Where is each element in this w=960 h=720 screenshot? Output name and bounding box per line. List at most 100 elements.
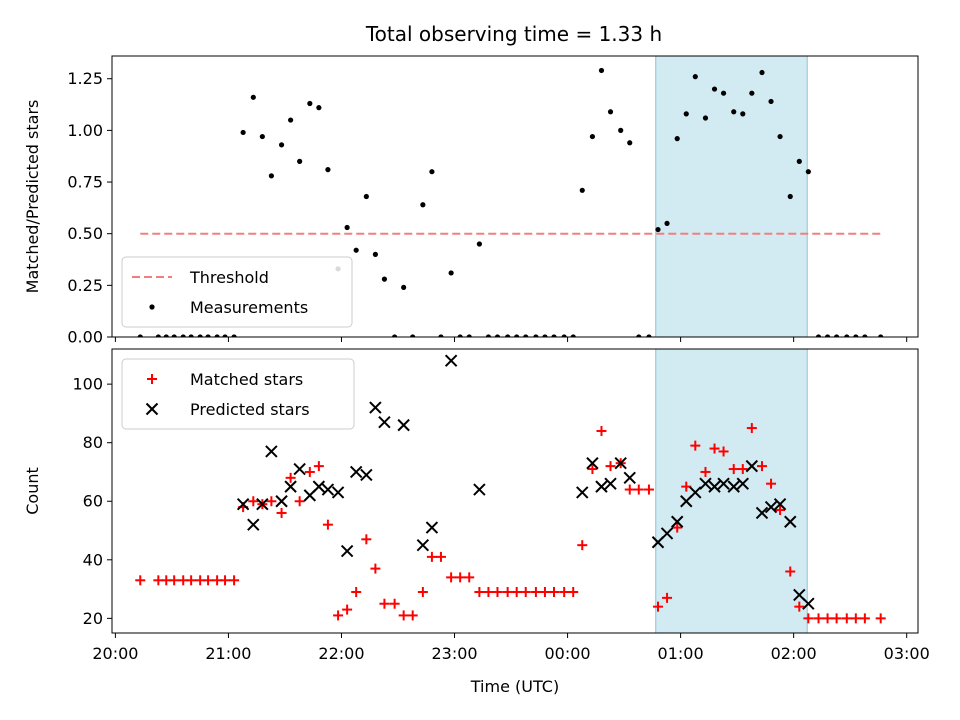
top-series-measurements-point bbox=[344, 224, 350, 231]
top-series-measurements-point bbox=[878, 334, 884, 337]
bottom-series-predicted-stars-point bbox=[689, 486, 702, 499]
top-series-measurements-point bbox=[163, 334, 169, 337]
bottom-legend-key-predicted-stars bbox=[145, 402, 159, 416]
bottom-series-predicted-stars-point bbox=[699, 477, 712, 490]
bottom-series-matched-stars-point bbox=[361, 534, 372, 545]
bottom-series-predicted-stars-point bbox=[397, 418, 410, 432]
top-series-measurements-point bbox=[692, 74, 698, 80]
bottom-series-matched-stars-point bbox=[875, 613, 886, 624]
bottom-series-matched-stars-point bbox=[474, 587, 485, 598]
bottom-series-matched-stars-point bbox=[502, 587, 513, 598]
top-series-measurements-point bbox=[768, 98, 774, 105]
bottom-series-predicted-stars-point bbox=[576, 486, 589, 499]
bottom-series-matched-stars-point bbox=[322, 519, 333, 530]
bottom-series-matched-stars-point bbox=[135, 575, 146, 586]
bottom-y-tick-label: 80 bbox=[83, 433, 103, 452]
bottom-series-predicted-stars-point bbox=[802, 597, 815, 610]
bottom-series-predicted-stars-point bbox=[595, 480, 608, 493]
top-series-measurements-point bbox=[787, 193, 793, 200]
top-series-measurements-point bbox=[353, 247, 359, 253]
bottom-series-matched-stars-point bbox=[294, 496, 305, 507]
bottom-series-predicted-stars-point bbox=[745, 459, 759, 473]
top-series-measurements-point bbox=[824, 334, 831, 337]
top-series-measurements-point bbox=[664, 220, 670, 226]
bottom-panel: 20 40 60 80 100 20:00 21:00 22:00 23:00 00:00 01:0… bbox=[23, 348, 930, 696]
top-series-measurements-point bbox=[759, 69, 765, 76]
bottom-series-matched-stars-point bbox=[455, 572, 466, 583]
bottom-legend-label: Matched stars bbox=[190, 370, 303, 389]
top-series-measurements-point bbox=[589, 133, 596, 140]
bottom-series-predicted-stars-point bbox=[236, 497, 250, 511]
top-panel: 0.00 0.25 0.50 0.75 1.00 1.25 Matched/Predicte… bbox=[23, 55, 919, 347]
bottom-series-matched-stars-point bbox=[285, 472, 296, 483]
bottom-series-matched-stars-point bbox=[633, 484, 644, 495]
bottom-series-predicted-stars-point bbox=[360, 468, 373, 482]
bottom-series-predicted-stars-point bbox=[623, 471, 636, 485]
bottom-series-matched-stars-point bbox=[426, 551, 437, 562]
top-series-measurements-point bbox=[410, 334, 416, 337]
top-series-measurements-point bbox=[598, 67, 605, 74]
bottom-legend-key-matched-stars bbox=[147, 374, 157, 384]
bottom-series-predicted-stars-point bbox=[736, 477, 749, 490]
bottom-series-predicted-stars-point bbox=[349, 465, 363, 479]
top-series-measurements-point bbox=[363, 193, 369, 200]
x-tick-label: 23:00 bbox=[431, 644, 477, 663]
top-series-measurements-point bbox=[514, 334, 520, 337]
bottom-series-matched-stars-point bbox=[737, 464, 748, 475]
bottom-series-matched-stars-point bbox=[822, 613, 833, 624]
bottom-series-predicted-stars-point bbox=[708, 480, 721, 493]
bottom-series-matched-stars-point bbox=[643, 484, 654, 495]
top-series-measurements-point bbox=[420, 202, 426, 208]
top-series-measurements-point bbox=[401, 284, 407, 291]
top-series-measurements-point bbox=[457, 334, 463, 337]
top-y-tick-label: 0.75 bbox=[67, 173, 103, 192]
top-y-tick-label: 1.00 bbox=[67, 121, 103, 140]
top-series-measurements-point bbox=[259, 133, 265, 140]
bottom-series-predicted-stars-point bbox=[340, 544, 354, 558]
top-series-measurements-point bbox=[325, 167, 331, 173]
bottom-series-matched-stars-point bbox=[746, 423, 757, 434]
bottom-series-matched-stars-point bbox=[464, 572, 475, 583]
x-tick-label: 02:00 bbox=[771, 644, 817, 663]
bottom-series-matched-stars-point bbox=[672, 522, 683, 533]
top-series-measurements-point bbox=[749, 90, 755, 96]
bottom-series-predicted-stars-point bbox=[727, 480, 740, 493]
x-tick-label: 00:00 bbox=[545, 644, 591, 663]
bottom-series-matched-stars-point bbox=[351, 587, 362, 598]
bottom-series-matched-stars-point bbox=[577, 540, 588, 551]
top-series-measurements-point bbox=[494, 334, 501, 337]
bottom-y-tick-label: 20 bbox=[83, 609, 103, 628]
bottom-series-predicted-stars-point bbox=[473, 483, 486, 496]
top-series-measurements-point bbox=[731, 109, 737, 115]
bottom-series-matched-stars-point bbox=[511, 587, 522, 598]
bottom-legend-label: Predicted stars bbox=[190, 400, 310, 419]
bottom-series-predicted-stars-point bbox=[265, 445, 278, 458]
bottom-series-matched-stars-point bbox=[203, 575, 214, 586]
top-series-measurements-point bbox=[505, 334, 511, 337]
bottom-series-predicted-stars-point bbox=[256, 497, 269, 511]
top-series-measurements-point bbox=[702, 115, 709, 121]
bottom-series-matched-stars-point bbox=[709, 443, 720, 454]
bottom-series-matched-stars-point bbox=[407, 610, 418, 621]
bottom-series-matched-stars-point bbox=[389, 598, 400, 609]
bottom-series-matched-stars-point bbox=[859, 613, 870, 624]
x-tick-label: 03:00 bbox=[884, 644, 930, 663]
top-series-measurements-point bbox=[655, 226, 661, 233]
top-series-measurements-point bbox=[815, 334, 822, 337]
bottom-series-matched-stars-point bbox=[718, 446, 729, 457]
bottom-series-matched-stars-point bbox=[248, 496, 259, 507]
bottom-y-tick-label: 60 bbox=[83, 492, 103, 511]
top-series-measurements-point bbox=[607, 109, 614, 115]
bottom-series-predicted-stars-point bbox=[764, 500, 778, 514]
top-series-measurements-point bbox=[466, 334, 472, 337]
chart-title: Total observing time = 1.33 h bbox=[365, 22, 662, 46]
bottom-axes-frame bbox=[111, 348, 919, 634]
top-series-measurements-point bbox=[834, 334, 840, 337]
bottom-series-predicted-stars-point bbox=[444, 354, 458, 367]
bottom-series-predicted-stars-point bbox=[717, 477, 730, 490]
top-series-measurements-point bbox=[438, 334, 444, 337]
top-series-measurements-point bbox=[523, 334, 529, 337]
bottom-series-matched-stars-point bbox=[596, 425, 607, 436]
top-series-measurements-point bbox=[476, 241, 482, 247]
top-series-measurements-point bbox=[278, 142, 285, 148]
